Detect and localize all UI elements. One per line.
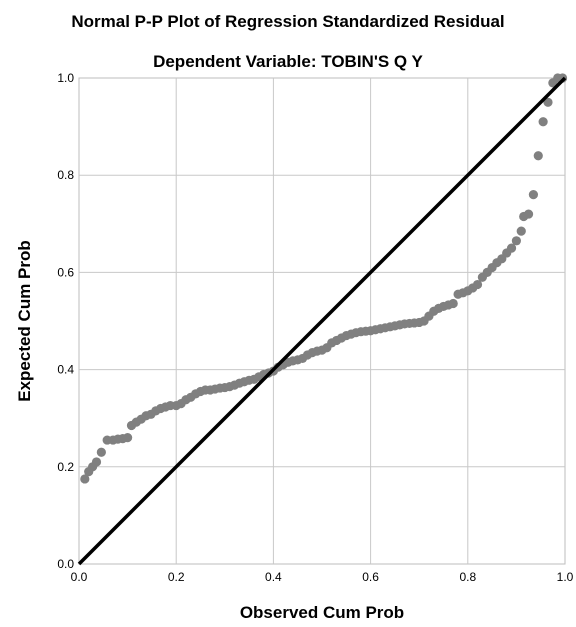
data-point bbox=[543, 97, 553, 107]
data-point bbox=[96, 447, 106, 457]
y-axis-title: Expected Cum Prob bbox=[15, 240, 34, 402]
data-point bbox=[506, 243, 517, 253]
chart-title: Normal P-P Plot of Regression Standardiz… bbox=[71, 12, 504, 31]
y-tick-label: 0.0 bbox=[57, 557, 74, 571]
chart-subtitle: Dependent Variable: TOBIN'S Q Y bbox=[153, 52, 423, 71]
y-tick-label: 1.0 bbox=[57, 71, 74, 85]
x-tick-label: 0.4 bbox=[265, 570, 282, 584]
x-tick-label: 0.8 bbox=[459, 570, 476, 584]
x-tick-label: 0.6 bbox=[362, 570, 379, 584]
data-point bbox=[80, 474, 90, 484]
data-point bbox=[448, 298, 458, 309]
y-tick-label: 0.4 bbox=[57, 363, 74, 377]
x-tick-label: 0.2 bbox=[168, 570, 185, 584]
x-axis-title: Observed Cum Prob bbox=[240, 603, 404, 622]
data-point bbox=[533, 151, 543, 161]
plot-area: 0.0 0.2 0.4 0.6 0.8 1.0 0.0 0.2 0.4 0.6 0.8 1.0 bbox=[57, 71, 573, 584]
data-point bbox=[123, 433, 133, 443]
x-tick-labels: 0.0 0.2 0.4 0.6 0.8 1.0 bbox=[71, 570, 574, 584]
x-tick-label: 1.0 bbox=[557, 570, 574, 584]
data-point bbox=[523, 209, 534, 219]
x-tick-label: 0.0 bbox=[71, 570, 88, 584]
data-point bbox=[528, 190, 539, 200]
y-tick-label: 0.6 bbox=[57, 265, 74, 279]
y-tick-labels: 0.0 0.2 0.4 0.6 0.8 1.0 bbox=[57, 71, 74, 571]
y-tick-label: 0.8 bbox=[57, 168, 74, 182]
data-point bbox=[472, 279, 483, 290]
data-point bbox=[538, 117, 548, 127]
data-point bbox=[511, 236, 521, 246]
reference-line bbox=[77, 76, 567, 566]
data-point bbox=[91, 457, 102, 467]
y-tick-label: 0.2 bbox=[57, 460, 74, 474]
data-points bbox=[80, 73, 568, 484]
data-point bbox=[516, 226, 526, 236]
